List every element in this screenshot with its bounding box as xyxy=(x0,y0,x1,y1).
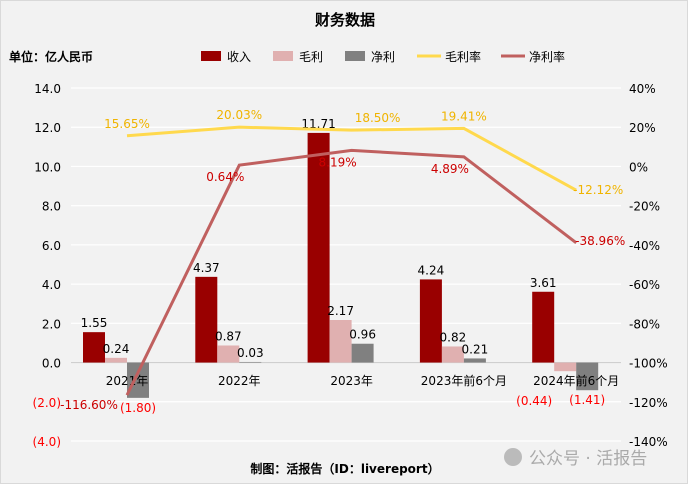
line-net-margin xyxy=(125,148,578,396)
left-tick-label: (2.0) xyxy=(33,396,61,410)
bar-gross-profit xyxy=(554,362,577,372)
left-tick-label: 8.0 xyxy=(42,200,61,214)
wechat-icon xyxy=(504,448,522,466)
left-tick-label: 14.0 xyxy=(34,82,61,96)
line-data-label: 4.89% xyxy=(431,162,469,176)
left-tick-label: 6.0 xyxy=(42,239,61,253)
bar-data-label: 4.37 xyxy=(193,261,220,275)
bar-data-label: (1.80) xyxy=(120,401,156,415)
line-data-label: -116.60% xyxy=(60,398,118,412)
line-data-label: 19.41% xyxy=(441,109,487,123)
category-label: 2021年 xyxy=(106,374,149,388)
bar-net-profit xyxy=(239,361,262,363)
bar-revenue xyxy=(419,279,442,363)
left-tick-label: 0.0 xyxy=(42,357,61,371)
right-tick-label: -100% xyxy=(629,357,668,371)
bar-net-profit xyxy=(576,362,599,391)
right-tick-label: 0% xyxy=(629,160,648,174)
left-tick-label: 12.0 xyxy=(34,121,61,135)
bar-data-label: 0.82 xyxy=(440,330,467,344)
left-tick-label: 2.0 xyxy=(42,317,61,331)
bar-revenue xyxy=(83,332,105,363)
bar-revenue xyxy=(307,132,330,363)
right-tick-label: -80% xyxy=(629,317,660,331)
legend-swatch xyxy=(273,51,293,61)
category-label: 2024年前6个月 xyxy=(533,373,619,388)
footer-credit: 制图：活报告（ID：livereport） xyxy=(250,461,439,476)
right-tick-label: -40% xyxy=(629,239,660,253)
line-data-label: -12.12% xyxy=(573,183,623,197)
line-data-label: -38.96% xyxy=(575,234,625,248)
line-data-label: 15.65% xyxy=(104,117,150,131)
right-tick-label: -120% xyxy=(629,396,668,410)
bar-data-label: 0.96 xyxy=(349,328,376,342)
category-label: 2022年 xyxy=(218,374,261,388)
legend-swatch xyxy=(201,51,221,61)
bar-gross-profit xyxy=(441,346,464,363)
line-data-label: 20.03% xyxy=(216,108,262,122)
bar-data-label: 0.24 xyxy=(103,342,130,356)
legend-label: 净利 xyxy=(371,50,395,64)
bar-revenue xyxy=(532,291,555,363)
legend-label: 收入 xyxy=(227,50,251,64)
bar-gross-profit xyxy=(217,345,240,363)
left-tick-label: (4.0) xyxy=(33,435,61,449)
line-data-label: 18.50% xyxy=(355,111,401,125)
bar-gross-profit xyxy=(105,357,127,363)
category-label: 2023年前6个月 xyxy=(421,373,507,388)
left-tick-label: 10.0 xyxy=(34,160,61,174)
left-tick-label: 4.0 xyxy=(42,278,61,292)
right-tick-label: -60% xyxy=(629,278,660,292)
line-data-label: 0.64% xyxy=(206,170,244,184)
bar-data-label: 2.17 xyxy=(327,304,354,318)
right-tick-label: -140% xyxy=(629,435,668,449)
line-data-label: 8.19% xyxy=(319,155,357,169)
bar-gross-profit xyxy=(329,319,352,363)
legend-label: 毛利 xyxy=(299,50,323,64)
bar-net-profit xyxy=(127,362,149,398)
bar-revenue xyxy=(195,276,218,363)
bar-net-profit xyxy=(351,343,374,363)
bar-data-label: 0.03 xyxy=(237,346,264,360)
bar-data-label: 0.87 xyxy=(215,329,242,343)
bar-data-label: 0.21 xyxy=(462,342,489,356)
unit-label: 单位：亿人民币 xyxy=(9,49,93,64)
bar-net-profit xyxy=(463,358,486,363)
bar-data-label: 11.71 xyxy=(301,117,335,131)
right-tick-label: -20% xyxy=(629,200,660,214)
chart-title: 财务数据 xyxy=(315,11,375,29)
right-tick-label: 20% xyxy=(629,121,656,135)
legend-label: 毛利率 xyxy=(445,49,481,64)
bar-data-label: 4.24 xyxy=(418,263,445,277)
line-gross-margin xyxy=(126,125,577,192)
watermark: 公众号 · 活报告 xyxy=(529,449,647,469)
right-tick-label: 40% xyxy=(629,82,656,96)
category-label: 2023年 xyxy=(330,374,373,388)
bar-data-label: (1.41) xyxy=(569,393,605,407)
legend-swatch xyxy=(345,51,365,61)
bar-data-label: 3.61 xyxy=(530,276,557,290)
bar-data-label: (0.44) xyxy=(516,394,552,408)
bar-data-label: 1.55 xyxy=(81,316,108,330)
legend-label: 净利率 xyxy=(529,49,565,64)
